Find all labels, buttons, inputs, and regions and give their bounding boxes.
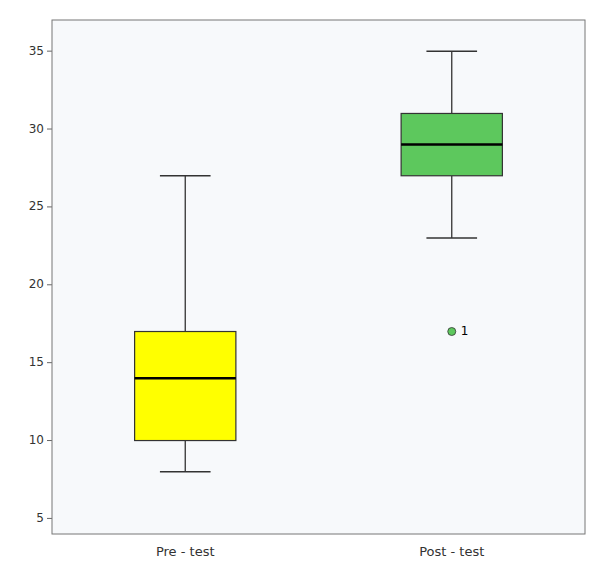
- x-axis: Pre - test Post - test: [156, 544, 484, 559]
- cap-high: [426, 50, 477, 52]
- flier-label: 1: [461, 324, 469, 338]
- y-tick: [47, 518, 52, 519]
- annotations: 1: [461, 324, 469, 338]
- chart-svg: 5 10 15 20 25 30 35 Pre - test Post - test 1: [0, 0, 609, 580]
- y-tick: [47, 362, 52, 363]
- boxes: [135, 51, 503, 472]
- median: [135, 377, 236, 380]
- cap-high: [160, 175, 211, 177]
- box: [135, 332, 236, 441]
- cap-low: [160, 471, 211, 473]
- y-tick-label: 5: [36, 511, 44, 525]
- chart-container: 5 10 15 20 25 30 35 Pre - test Post - test 1: [0, 0, 609, 580]
- median: [401, 143, 502, 146]
- y-tick: [47, 440, 52, 441]
- x-tick-label: Pre - test: [156, 544, 215, 559]
- box-group: [401, 51, 502, 335]
- y-tick-label: 30: [29, 122, 44, 136]
- y-tick-label: 35: [29, 44, 44, 58]
- box: [401, 113, 502, 175]
- cap-low: [426, 237, 477, 239]
- plot-background: [52, 20, 585, 534]
- y-tick-label: 15: [29, 355, 44, 369]
- y-tick: [47, 51, 52, 52]
- whisker-low: [185, 441, 186, 472]
- y-tick-label: 20: [29, 277, 44, 291]
- y-tick: [47, 284, 52, 285]
- box-group: [135, 176, 236, 472]
- y-tick: [47, 129, 52, 130]
- y-tick-label: 25: [29, 199, 44, 213]
- whisker-high: [185, 176, 186, 332]
- flier: [448, 328, 456, 336]
- plot-frame: [52, 20, 585, 534]
- x-tick-label: Post - test: [419, 544, 484, 559]
- y-tick-label: 10: [29, 433, 44, 447]
- whisker-high: [451, 51, 452, 113]
- whisker-low: [451, 176, 452, 238]
- y-axis: 5 10 15 20 25 30 35: [29, 44, 52, 525]
- y-tick: [47, 206, 52, 207]
